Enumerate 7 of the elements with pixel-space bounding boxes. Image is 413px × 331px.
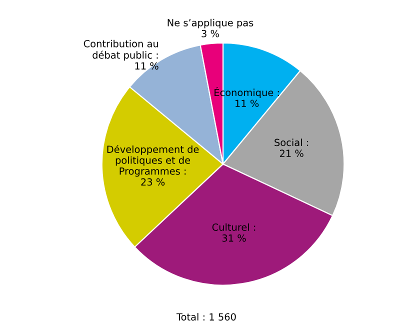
slice-label: Social : 21 % bbox=[274, 138, 308, 158]
slice-label: Contribution au débat public : 11 % bbox=[84, 40, 158, 70]
slice-label: Développement de politiques et de Programmes : 23 % bbox=[107, 145, 199, 186]
text: Total : 1 560 bbox=[176, 313, 236, 321]
data-label: 3 % bbox=[202, 30, 219, 38]
slice-label: Ne s’applique pas bbox=[168, 18, 254, 28]
slice-label: Culturel : 31 % bbox=[212, 223, 256, 242]
